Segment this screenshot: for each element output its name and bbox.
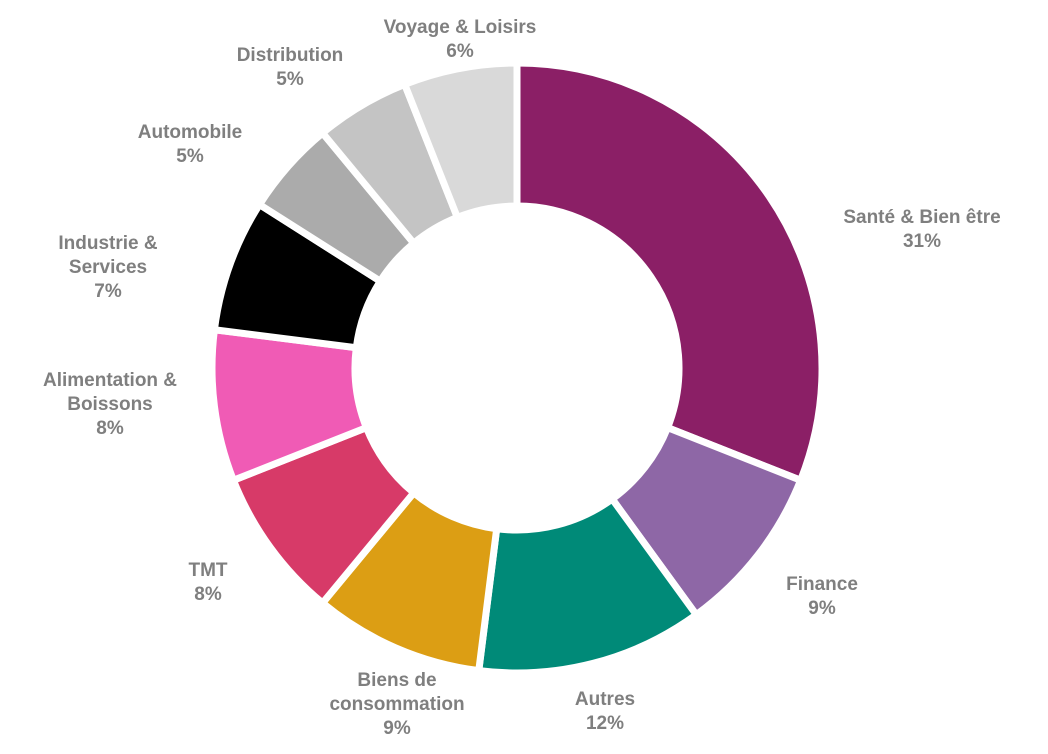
category-label: Industrie & Services [58, 233, 158, 278]
category-label: Finance [786, 574, 858, 595]
slice-label: Alimentation & Boissons 8% [30, 369, 190, 441]
value-label: 31% [902, 231, 942, 252]
value-label: 6% [446, 41, 474, 62]
slice-label: Santé & Bien être 31% [822, 206, 1022, 254]
category-label: TMT [188, 560, 228, 581]
slice-label: Automobile 5% [90, 121, 290, 169]
slice-label: Distribution 5% [190, 44, 390, 92]
slice [513, 59, 826, 485]
category-label: Santé & Bien être [843, 207, 1001, 228]
value-label: 8% [96, 418, 124, 439]
value-label: 5% [276, 69, 304, 90]
value-label: 7% [94, 281, 122, 302]
slice-label: Voyage & Loisirs 6% [360, 16, 560, 64]
slice-label: Autres 12% [505, 688, 705, 736]
category-label: Autres [574, 689, 636, 710]
category-label: Automobile [137, 122, 243, 143]
category-label: Voyage & Loisirs [383, 17, 537, 38]
slice [400, 59, 521, 222]
slice-label: Biens de consommation 9% [322, 669, 472, 741]
category-label: Biens de consommation [329, 670, 465, 715]
slice-label: Industrie & Services 7% [38, 232, 178, 304]
value-label: 8% [194, 584, 222, 605]
value-label: 9% [383, 718, 411, 739]
slice-label: TMT 8% [108, 559, 308, 607]
value-label: 9% [808, 598, 836, 619]
slice-label: Finance 9% [722, 573, 922, 621]
category-label: Distribution [236, 45, 344, 66]
category-label: Alimentation & Boissons [42, 370, 178, 415]
value-label: 12% [585, 713, 625, 734]
value-label: 5% [176, 146, 204, 167]
